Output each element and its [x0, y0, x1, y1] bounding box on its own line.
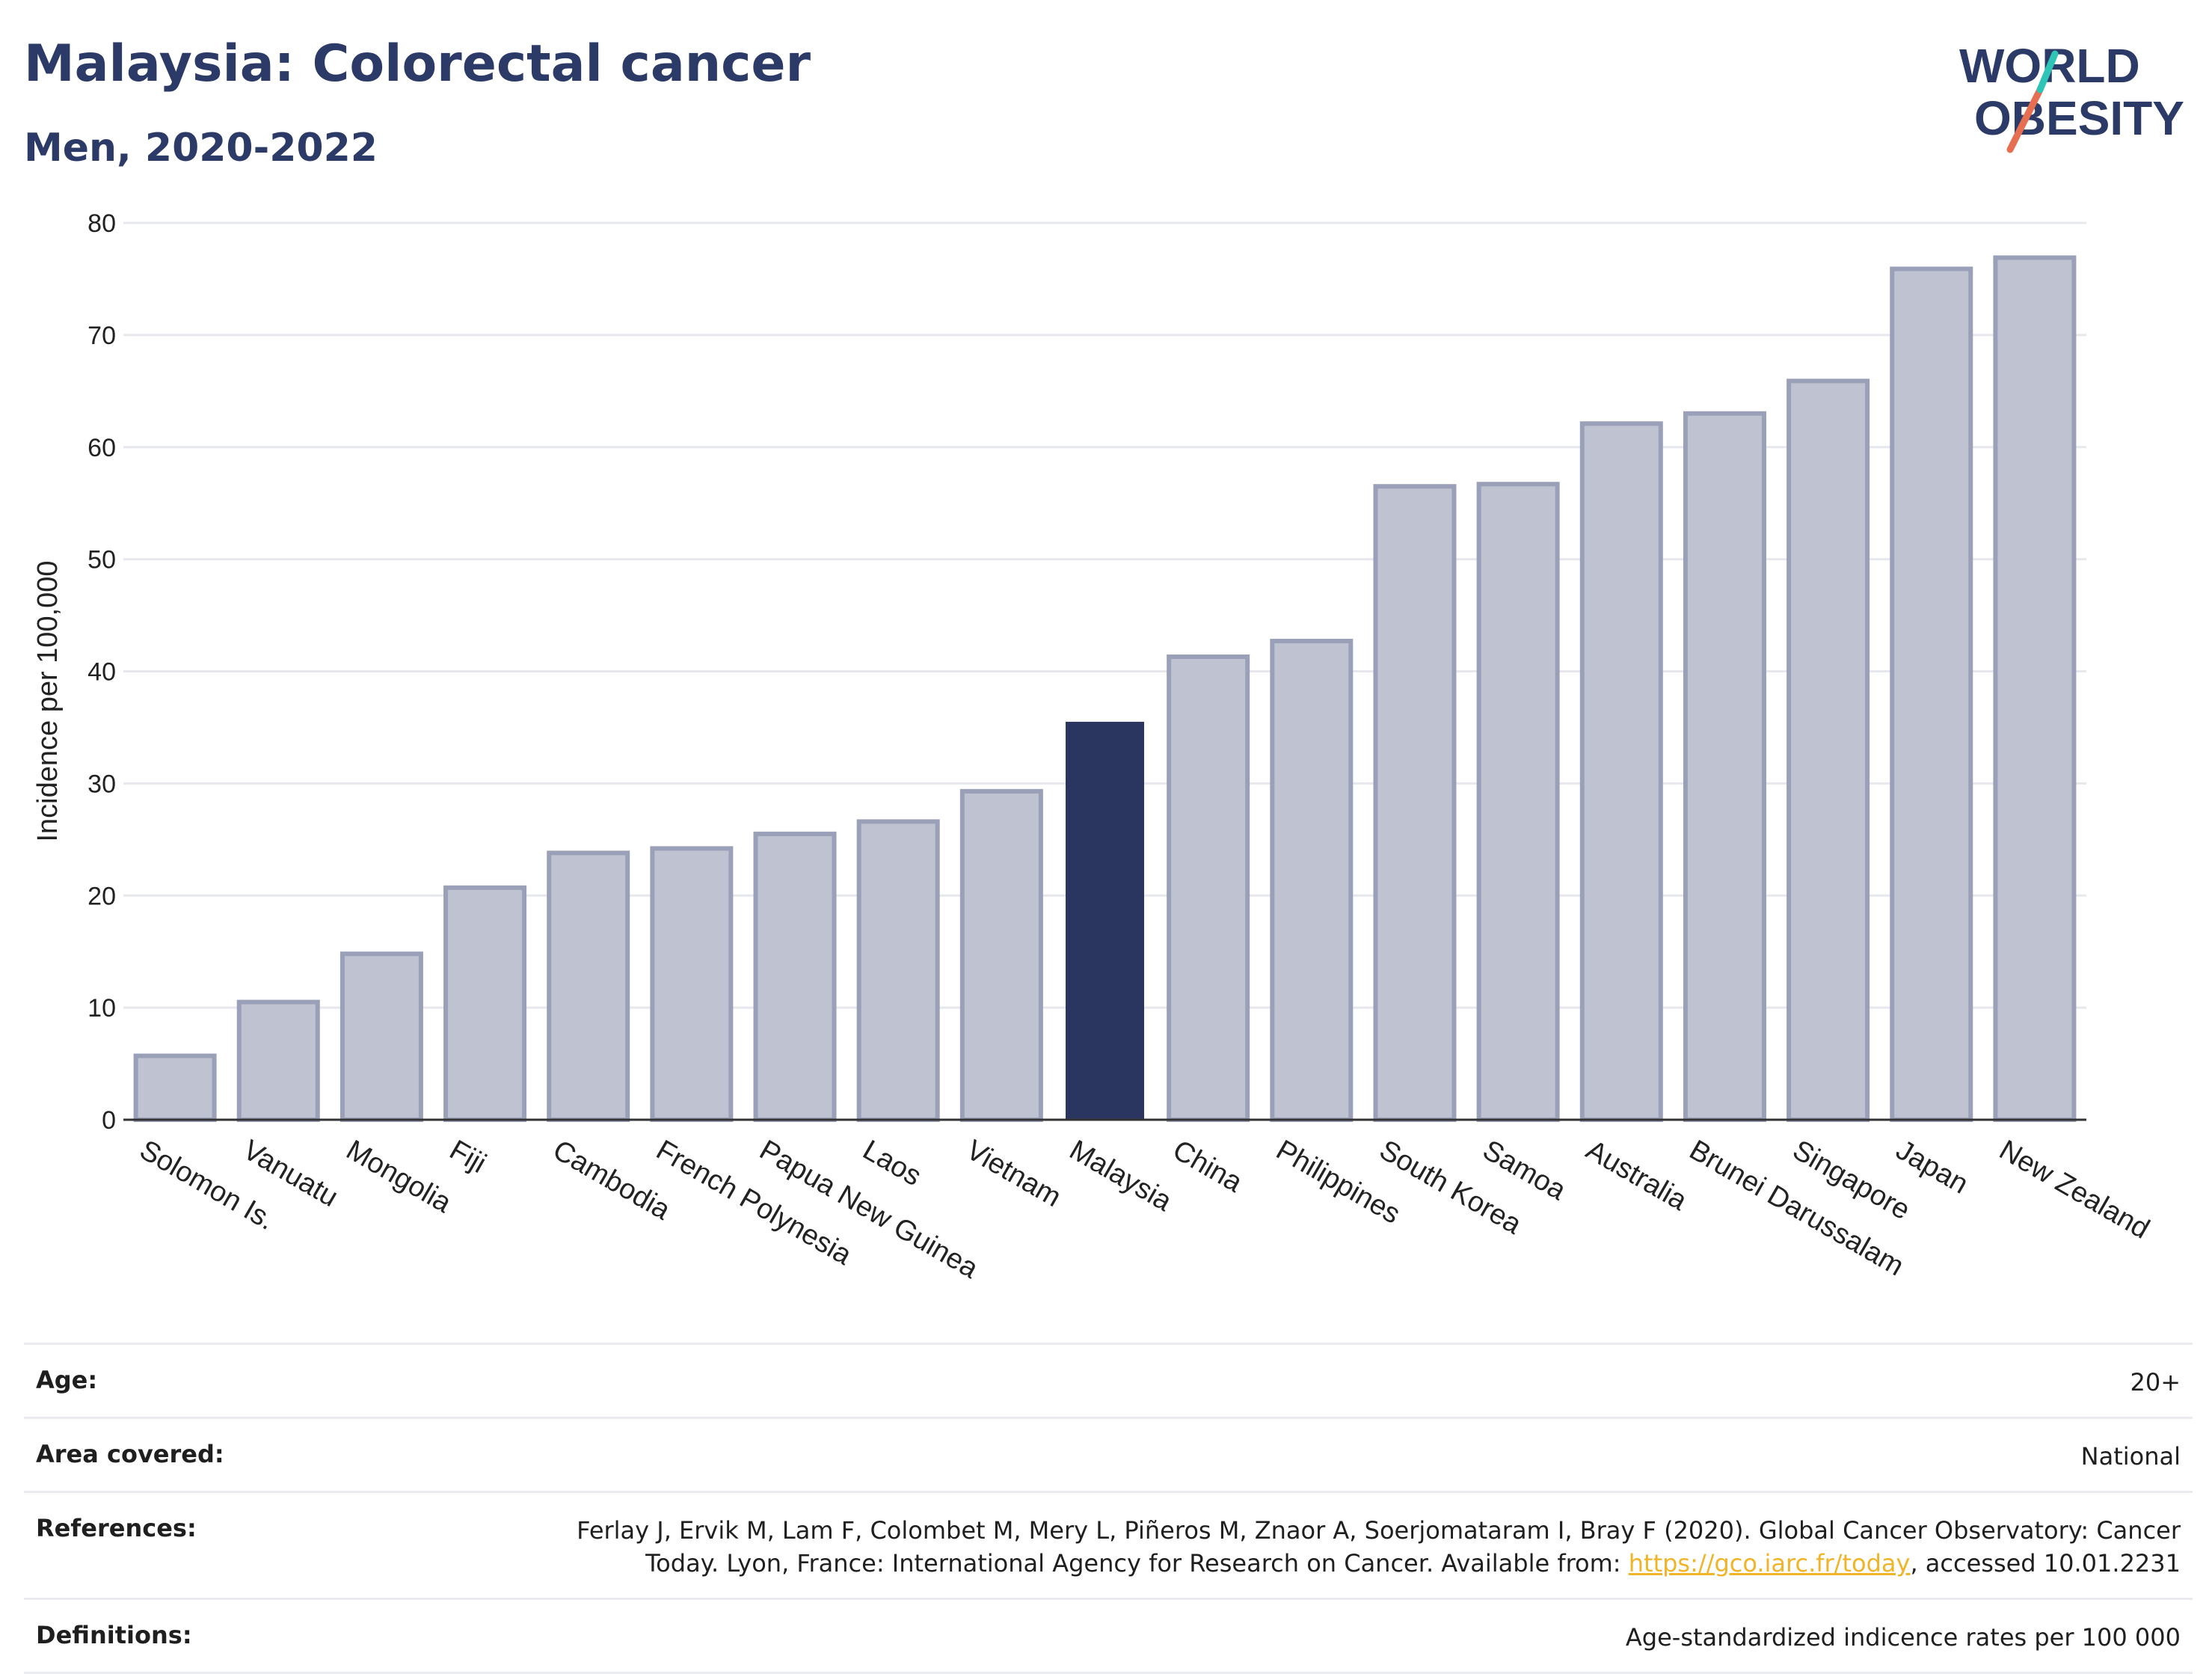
age-value: 20+	[2130, 1368, 2181, 1396]
meta-row-references: References: Ferlay J, Ervik M, Lam F, Co…	[24, 1491, 2193, 1598]
x-tick-label: New Zealand	[1994, 1134, 2154, 1245]
x-tick-label: Laos	[858, 1134, 927, 1192]
page-subtitle: Men, 2020-2022	[24, 126, 378, 171]
references-text-2: , accessed 10.01.2231	[1910, 1549, 2181, 1578]
y-tick-label: 10	[87, 994, 116, 1023]
world-obesity-logo: WORLD OBESITY	[1959, 30, 2199, 165]
y-tick-label: 0	[102, 1106, 116, 1135]
bars	[133, 255, 2077, 1123]
y-tick-label: 20	[87, 882, 116, 910]
x-tick-label: Japan	[1890, 1134, 1973, 1200]
meta-row-age: Age: 20+	[24, 1343, 2193, 1417]
bar	[1993, 255, 2077, 1122]
bar	[1476, 482, 1560, 1122]
logo-line-2: OBESITY	[1974, 91, 2184, 145]
bar	[547, 850, 630, 1122]
bar	[236, 999, 320, 1122]
area-label: Area covered:	[36, 1440, 224, 1468]
references-link[interactable]: https://gco.iarc.fr/today	[1628, 1549, 1911, 1578]
y-tick-label: 30	[87, 770, 116, 798]
bar	[1373, 484, 1457, 1122]
area-value: National	[2080, 1442, 2181, 1471]
x-tick-label: Australia	[1581, 1134, 1693, 1217]
definitions-label: Definitions:	[36, 1621, 192, 1649]
bar	[959, 788, 1043, 1122]
bar	[443, 885, 527, 1123]
y-tick-label: 40	[87, 658, 116, 687]
y-tick-label: 60	[87, 434, 116, 462]
x-tick-label: China	[1167, 1134, 1248, 1198]
y-axis-ticks: 0 10 20 30 40 50 60 70 80	[87, 209, 116, 1135]
bar	[856, 819, 940, 1123]
age-label: Age:	[36, 1366, 98, 1394]
bar	[133, 1053, 217, 1123]
bar	[1787, 378, 1870, 1123]
x-tick-label: Vietnam	[961, 1134, 1066, 1213]
bar	[340, 951, 423, 1123]
bar	[753, 831, 837, 1122]
bar	[1579, 421, 1663, 1122]
bar-highlight	[1066, 721, 1144, 1120]
bar	[1683, 411, 1766, 1122]
meta-row-area: Area covered: National	[24, 1417, 2193, 1491]
x-tick-label: Mongolia	[341, 1134, 457, 1219]
y-axis-label: Incidence per 100,000	[32, 560, 64, 841]
x-tick-label: Fiji	[444, 1134, 491, 1180]
references-label: References:	[36, 1514, 197, 1542]
definitions-value: Age-standardized indicence rates per 100…	[1625, 1623, 2181, 1652]
x-tick-label: Cambodia	[547, 1134, 676, 1226]
bar	[1890, 266, 1973, 1123]
meta-row-definitions: Definitions: Age-standardized indicence …	[24, 1598, 2193, 1674]
bar	[1270, 639, 1354, 1122]
bar	[1167, 654, 1250, 1122]
references-text-1: Ferlay J, Ervik M, Lam F, Colombet M, Me…	[577, 1516, 2181, 1578]
references-value: Ferlay J, Ervik M, Lam F, Colombet M, Me…	[573, 1514, 2181, 1580]
logo-slash-teal	[2036, 50, 2059, 93]
y-tick-label: 70	[87, 322, 116, 350]
x-tick-label: Malaysia	[1064, 1134, 1178, 1218]
metadata-table: Age: 20+ Area covered: National Referenc…	[24, 1343, 2193, 1674]
bar	[650, 846, 734, 1122]
y-tick-label: 80	[87, 209, 116, 238]
y-tick-label: 50	[87, 546, 116, 574]
page-title: Malaysia: Colorectal cancer	[24, 34, 811, 93]
logo-slash-red	[2006, 86, 2044, 153]
